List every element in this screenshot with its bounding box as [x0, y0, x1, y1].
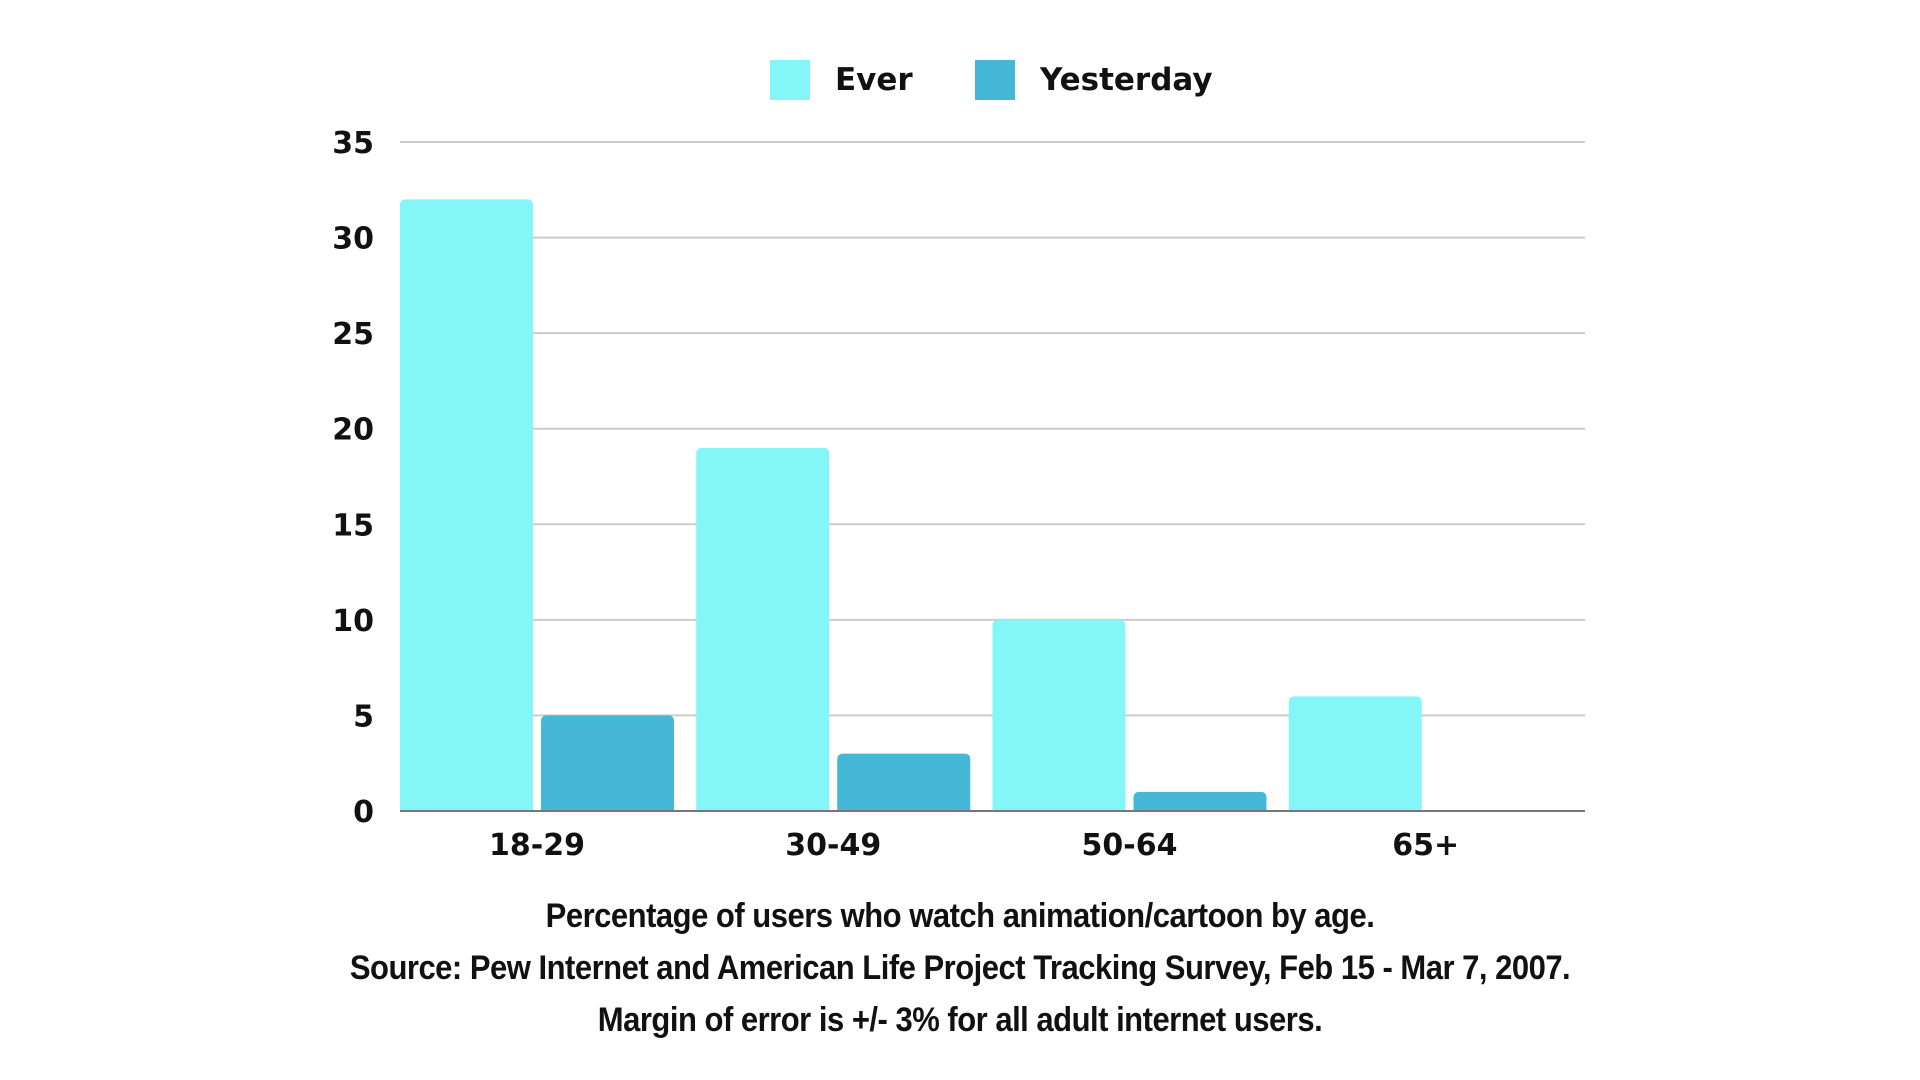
y-tick-label: 10	[332, 604, 374, 639]
x-tick-label: 18-29	[489, 828, 585, 863]
x-tick-label: 65+	[1392, 828, 1459, 863]
x-tick-label: 30-49	[785, 828, 881, 863]
caption-margin-of-error: Margin of error is +/- 3% for all adult …	[597, 999, 1323, 1040]
y-tick-label: 20	[332, 413, 374, 448]
y-tick-label: 25	[332, 317, 374, 352]
y-tick-label: 0	[353, 795, 374, 830]
y-tick-label: 35	[332, 126, 374, 161]
bars	[400, 199, 1422, 812]
y-tick-label: 30	[332, 222, 374, 257]
legend-label-ever: Ever	[835, 62, 913, 98]
bar-yesterday-18-29	[541, 715, 674, 811]
bar-yesterday-30-49	[837, 753, 971, 811]
legend-swatch-yesterday	[975, 60, 1015, 100]
y-tick-label: 15	[332, 508, 374, 543]
gridlines	[400, 141, 1585, 717]
x-tick-label: 50-64	[1082, 828, 1178, 863]
bar-ever-65plus	[1288, 696, 1422, 811]
legend: Ever Yesterday	[770, 60, 1213, 100]
caption-source: Source: Pew Internet and American Life P…	[349, 947, 1571, 988]
caption-title: Percentage of users who watch animation/…	[545, 895, 1375, 936]
legend-swatch-ever	[770, 60, 810, 100]
bar-ever-30-49	[696, 447, 830, 811]
bar-ever-50-64	[992, 619, 1126, 811]
bar-yesterday-50-64	[1133, 791, 1267, 811]
axes: 0 5 10 15 20 25 30 35 18-29 30-49 50-64 65+	[332, 126, 1585, 863]
bar-ever-18-29	[400, 199, 533, 812]
y-tick-label: 5	[353, 699, 374, 734]
legend-label-yesterday: Yesterday	[1039, 62, 1213, 98]
